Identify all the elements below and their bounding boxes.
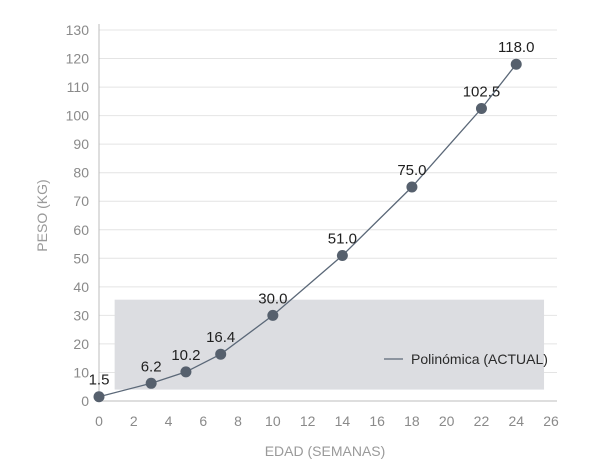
data-label: 10.2 [171, 347, 200, 364]
x-tick-label: 0 [95, 413, 103, 429]
data-label: 51.0 [328, 230, 357, 247]
y-tick-label: 40 [73, 279, 89, 295]
y-tick-label: 50 [73, 250, 89, 266]
data-point [215, 348, 227, 360]
x-tick-label: 24 [508, 413, 524, 429]
y-tick-label: 110 [67, 79, 90, 95]
series: 1.5 6.2 10.2 16.4 30.0 51.0 75.0 102.5 118.0 [89, 39, 534, 403]
y-tick-label: 130 [66, 22, 90, 38]
data-point [180, 366, 192, 378]
x-tick-label: 18 [404, 413, 420, 429]
data-label: 102.5 [463, 83, 501, 100]
data-point [336, 249, 348, 261]
legend: Polinómica (ACTUAL) [384, 351, 548, 367]
axes [98, 24, 557, 402]
legend-box [114, 299, 545, 390]
x-tick-label: 12 [300, 413, 316, 429]
x-tick-label: 2 [130, 413, 138, 429]
data-label: 16.4 [206, 329, 235, 346]
data-label: 6.2 [141, 358, 162, 375]
x-tick-label: 14 [335, 413, 351, 429]
y-tick-label: 90 [73, 136, 89, 152]
x-tick-label: 4 [165, 413, 173, 429]
x-tick-label: 10 [265, 413, 281, 429]
y-tick-label: 100 [66, 108, 90, 124]
legend-label: Polinómica (ACTUAL) [411, 351, 548, 367]
x-tick-label: 22 [474, 413, 490, 429]
x-tick-label: 8 [234, 413, 242, 429]
data-point [510, 58, 522, 70]
data-point [145, 377, 157, 389]
data-label: 75.0 [397, 162, 426, 179]
y-tick-label: 10 [73, 364, 89, 380]
y-tick-label: 120 [66, 51, 90, 67]
y-tick-label: 80 [73, 165, 89, 181]
data-label: 118.0 [498, 39, 534, 56]
x-tick-label: 6 [199, 413, 207, 429]
y-axis-title: PESO (KG) [34, 179, 50, 251]
y-tick-label: 70 [73, 193, 89, 209]
y-tick-label: 60 [73, 222, 89, 238]
data-label: 30.0 [258, 290, 287, 307]
data-point [406, 181, 418, 193]
y-tick-label: 20 [73, 336, 89, 352]
data-point [267, 309, 279, 321]
y-tick-label: 30 [73, 307, 89, 323]
x-tick-label: 26 [543, 413, 559, 429]
x-axis-title: EDAD (SEMANAS) [265, 443, 386, 459]
x-tick-label: 20 [439, 413, 455, 429]
x-tick-label: 16 [369, 413, 385, 429]
data-point [475, 102, 487, 114]
y-tick-label: 0 [81, 393, 89, 409]
data-label: 1.5 [89, 372, 110, 389]
data-point [93, 391, 105, 403]
